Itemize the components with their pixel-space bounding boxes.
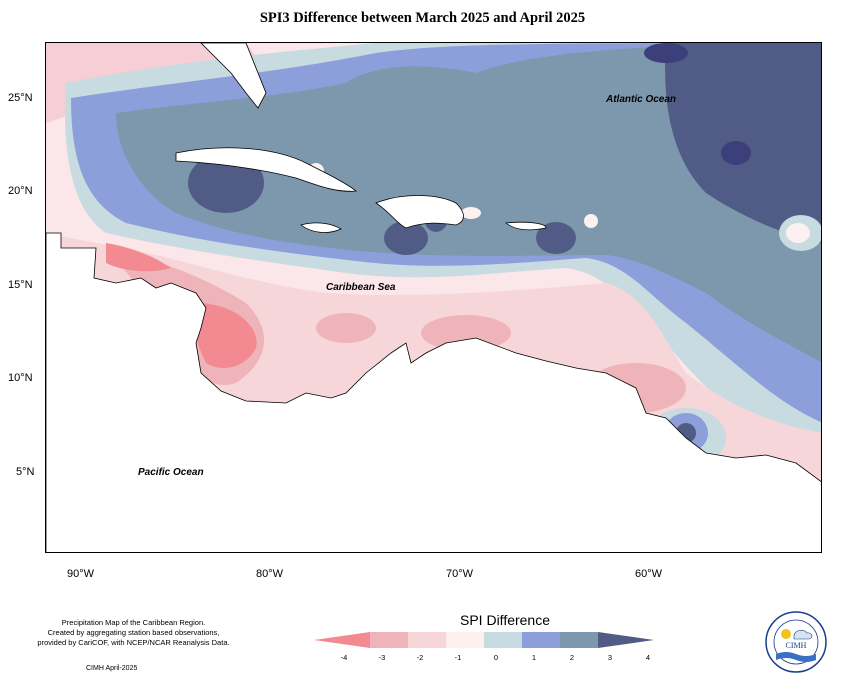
cuba (175, 147, 358, 192)
leewards-negative-spot (584, 214, 598, 228)
pacific-ocean-label: Pacific Ocean (138, 467, 204, 478)
cimh-logo: CIMH (765, 611, 827, 673)
positive-belt-slate (116, 43, 821, 362)
y-tick-25n: 25°N (8, 92, 33, 104)
sun-icon (781, 629, 791, 639)
legend-tick-label: 3 (608, 653, 612, 662)
map-credits: Precipitation Map of the Caribbean Regio… (16, 618, 251, 648)
belize-strong-negative (106, 243, 171, 272)
x-tick-70w: 70°W (446, 568, 474, 580)
legend-tick-label: 4 (646, 653, 650, 662)
legend-tick-label: 1 (532, 653, 536, 662)
legend-title: SPI Difference (460, 612, 551, 628)
jamaica (300, 222, 342, 233)
cloud-icon (793, 629, 813, 640)
legend-tick-label: 2 (570, 653, 574, 662)
legend-swatch (370, 632, 408, 648)
hispaniola (375, 195, 464, 229)
legend-swatch (522, 632, 560, 648)
atlantic-peak (721, 141, 751, 165)
logo-text: CIMH (786, 641, 807, 650)
atlantic-ocean-label: Atlantic Ocean (606, 94, 677, 105)
legend-swatch (446, 632, 484, 648)
legend-tick-labels: -4 -3 -2 -1 0 1 2 3 4 (341, 653, 650, 662)
atlantic-peak-north (644, 43, 688, 63)
legend-tick-label: -3 (379, 653, 386, 662)
credits-line-3: provided by CariCOF, with NCEP/NCAR Rean… (37, 638, 230, 647)
nicaragua-strong-negative (194, 303, 257, 368)
legend-swatch (314, 632, 370, 648)
legend-tick-label: 0 (494, 653, 498, 662)
color-legend: -4 -3 -2 -1 0 1 2 3 4 (314, 632, 654, 662)
caribbean-sea-label: Caribbean Sea (326, 282, 396, 293)
legend-swatch (408, 632, 446, 648)
puerto-rico (504, 221, 547, 231)
credits-line-2: Created by aggregating station based obs… (47, 628, 220, 637)
spi-difference-map (45, 42, 822, 553)
x-tick-60w: 60°W (635, 568, 663, 580)
caribbean-negative-2 (421, 315, 511, 351)
legend-tick-label: -4 (341, 653, 348, 662)
y-tick-5n: 5°N (16, 466, 35, 478)
puerto-rico-strong-positive (536, 222, 576, 254)
legend-swatches (314, 632, 654, 648)
map-canvas (46, 43, 821, 552)
y-tick-10n: 10°N (8, 372, 33, 384)
wave-icon (776, 652, 816, 662)
central-south-america (46, 232, 821, 552)
landmasses (46, 43, 821, 552)
east-atlantic-negative (786, 223, 810, 243)
y-tick-15n: 15°N (8, 279, 33, 291)
credits-date: CIMH April-2025 (86, 665, 138, 672)
caribbean-negative-1 (316, 313, 376, 343)
hispaniola-negative-spot (461, 207, 481, 219)
haiti-strong-positive (384, 221, 428, 255)
credits-line-1: Precipitation Map of the Caribbean Regio… (61, 618, 206, 627)
legend-swatch (598, 632, 654, 648)
legend-tick-label: -1 (455, 653, 462, 662)
x-tick-80w: 80°W (256, 568, 284, 580)
map-title: SPI3 Difference between March 2025 and A… (259, 10, 586, 26)
y-tick-20n: 20°N (8, 185, 33, 197)
legend-tick-label: -2 (417, 653, 424, 662)
legend-swatch (484, 632, 522, 648)
legend-swatch (560, 632, 598, 648)
florida (200, 43, 267, 109)
x-tick-90w: 90°W (67, 568, 95, 580)
